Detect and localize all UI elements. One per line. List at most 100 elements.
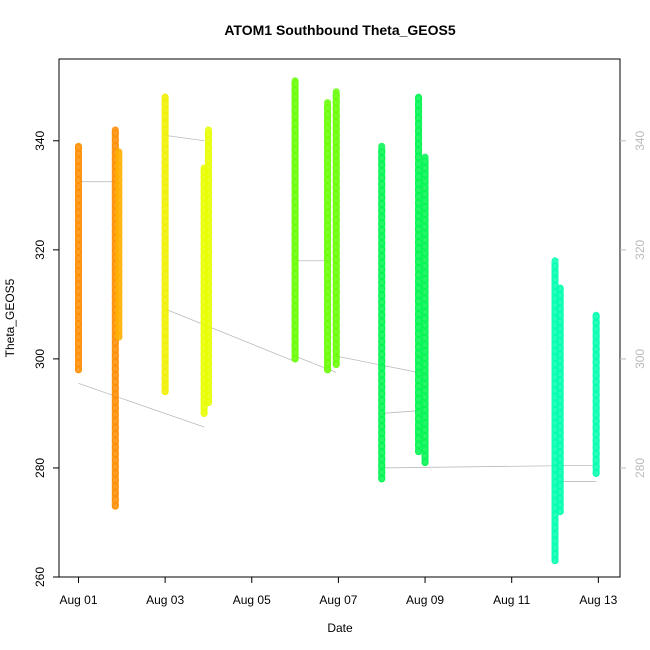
data-point bbox=[111, 142, 119, 150]
data-point bbox=[415, 101, 423, 109]
data-point bbox=[332, 347, 340, 355]
data-point bbox=[74, 268, 82, 276]
data-point bbox=[204, 300, 212, 308]
data-point bbox=[111, 463, 119, 471]
data-point bbox=[161, 119, 169, 127]
data-point bbox=[161, 139, 169, 147]
data-point bbox=[291, 132, 299, 140]
x-tick-label: Aug 07 bbox=[319, 593, 357, 607]
data-point bbox=[324, 130, 332, 138]
data-point bbox=[332, 354, 340, 362]
data-point bbox=[324, 340, 332, 348]
data-point bbox=[592, 397, 600, 405]
data-point bbox=[332, 321, 340, 329]
data-point bbox=[291, 191, 299, 199]
data-point bbox=[378, 207, 386, 215]
data-point bbox=[332, 171, 340, 179]
x-axis-label: Date bbox=[327, 621, 353, 635]
data-point bbox=[111, 129, 119, 137]
data-point bbox=[324, 222, 332, 230]
connector-line bbox=[381, 464, 597, 469]
data-point bbox=[556, 285, 564, 293]
data-point bbox=[378, 436, 386, 444]
data-point bbox=[592, 456, 600, 464]
data-point bbox=[324, 196, 332, 204]
data-point bbox=[204, 379, 212, 387]
data-point bbox=[111, 136, 119, 144]
data-point bbox=[378, 148, 386, 156]
data-point bbox=[324, 300, 332, 308]
data-point bbox=[378, 154, 386, 162]
data-point bbox=[415, 140, 423, 148]
data-point bbox=[421, 197, 429, 205]
data-point bbox=[592, 332, 600, 340]
data-point bbox=[74, 176, 82, 184]
data-point bbox=[551, 511, 559, 519]
data-point bbox=[332, 144, 340, 152]
data-point bbox=[74, 215, 82, 223]
data-point bbox=[115, 327, 123, 335]
data-point bbox=[161, 388, 169, 396]
data-point bbox=[556, 442, 564, 450]
data-point bbox=[291, 224, 299, 232]
data-point bbox=[291, 119, 299, 127]
data-point bbox=[332, 275, 340, 283]
data-point bbox=[592, 352, 600, 360]
data-point bbox=[111, 443, 119, 451]
data-point bbox=[74, 366, 82, 374]
data-point bbox=[204, 130, 212, 138]
data-point bbox=[378, 252, 386, 260]
data-point bbox=[115, 320, 123, 328]
data-point bbox=[551, 550, 559, 558]
data-point bbox=[291, 237, 299, 245]
data-point bbox=[111, 411, 119, 419]
data-point bbox=[161, 244, 169, 252]
data-point bbox=[324, 202, 332, 210]
data-point bbox=[378, 357, 386, 365]
y-tick-label-left: 280 bbox=[33, 458, 47, 478]
data-point bbox=[332, 243, 340, 251]
data-point bbox=[421, 426, 429, 434]
data-point bbox=[324, 209, 332, 217]
data-point bbox=[551, 269, 559, 277]
data-point bbox=[378, 200, 386, 208]
data-point bbox=[291, 87, 299, 95]
data-point bbox=[421, 190, 429, 198]
data-point bbox=[378, 226, 386, 234]
data-point bbox=[556, 468, 564, 476]
data-point bbox=[291, 303, 299, 311]
data-point bbox=[421, 334, 429, 342]
data-point bbox=[204, 143, 212, 151]
data-point bbox=[74, 294, 82, 302]
data-point bbox=[161, 316, 169, 324]
data-point bbox=[415, 114, 423, 122]
data-point bbox=[291, 296, 299, 304]
data-point bbox=[421, 347, 429, 355]
data-point bbox=[291, 322, 299, 330]
data-point bbox=[421, 236, 429, 244]
data-point bbox=[324, 117, 332, 125]
data-point bbox=[204, 268, 212, 276]
data-point bbox=[74, 346, 82, 354]
data-point bbox=[324, 359, 332, 367]
data-point bbox=[415, 107, 423, 115]
data-point bbox=[115, 228, 123, 236]
data-point bbox=[592, 417, 600, 425]
data-point bbox=[421, 445, 429, 453]
data-point bbox=[161, 159, 169, 167]
data-point bbox=[74, 353, 82, 361]
data-point bbox=[161, 368, 169, 376]
data-point bbox=[592, 371, 600, 379]
data-point bbox=[74, 156, 82, 164]
data-point bbox=[204, 399, 212, 407]
data-point bbox=[421, 341, 429, 349]
data-point bbox=[111, 365, 119, 373]
data-point bbox=[324, 137, 332, 145]
data-point bbox=[378, 429, 386, 437]
data-point bbox=[332, 328, 340, 336]
data-point bbox=[204, 353, 212, 361]
data-point bbox=[556, 318, 564, 326]
data-point bbox=[324, 255, 332, 263]
data-point bbox=[378, 318, 386, 326]
